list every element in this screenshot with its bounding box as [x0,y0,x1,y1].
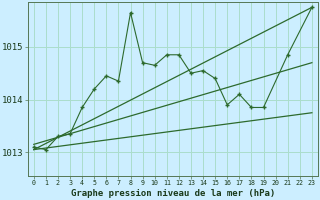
X-axis label: Graphe pression niveau de la mer (hPa): Graphe pression niveau de la mer (hPa) [71,189,275,198]
